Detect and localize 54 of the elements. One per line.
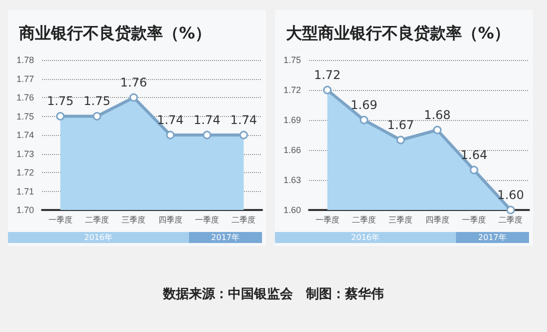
point (129, 93, 138, 102)
y-tick-label: 1.75 (16, 111, 34, 122)
y-tick-label: 1.75 (283, 55, 301, 65)
x-tick-label: 二季度 (352, 216, 376, 224)
x-tick-label: 一季度 (48, 216, 72, 224)
data-label: 1.75 (84, 94, 110, 108)
y-tick-label: 1.72 (283, 85, 301, 95)
point (360, 116, 368, 124)
x-tick-label: 四季度 (158, 216, 182, 224)
y-tick-label: 1.74 (16, 130, 34, 140)
y-tick-label: 1.78 (16, 55, 34, 65)
point (396, 136, 405, 144)
point (202, 130, 212, 140)
point (470, 166, 478, 174)
x-tick-label: 二季度 (232, 216, 256, 224)
data-label: 1.76 (120, 75, 148, 90)
x-tick-label: 一季度 (195, 216, 219, 224)
data-label: 1.69 (350, 98, 378, 112)
y-tick-label: 1.60 (283, 205, 301, 215)
data-label: 1.67 (387, 118, 414, 132)
y-tick-label: 1.73 (16, 148, 34, 159)
point (166, 130, 175, 140)
point (433, 126, 442, 134)
data-label: 1.74 (194, 112, 220, 127)
data-label: 1.72 (314, 68, 341, 82)
y-tick-label: 1.70 (16, 205, 34, 215)
data-label: 1.75 (46, 94, 74, 108)
point (506, 206, 515, 214)
y-tick-label: 1.69 (283, 115, 301, 125)
x-tick-label: 一季度 (462, 216, 486, 224)
x-tick-label: 三季度 (122, 216, 146, 224)
point (239, 130, 248, 140)
data-label: 1.64 (460, 148, 488, 162)
point (56, 112, 65, 120)
data-label: 1.60 (497, 188, 524, 202)
point (92, 112, 102, 120)
data-label: 1.74 (230, 112, 258, 127)
x-tick-label: 二季度 (85, 216, 109, 224)
x-tick-label: 一季度 (315, 216, 340, 224)
y-tick-label: 1.71 (16, 186, 34, 196)
y-tick-label: 1.66 (283, 145, 301, 155)
data-label: 1.68 (424, 108, 451, 122)
y-tick-label: 1.63 (283, 175, 301, 185)
x-tick-label: 四季度 (425, 216, 450, 224)
y-tick-label: 1.77 (16, 74, 34, 84)
source-note: 数据来源：中国银监会 制图：蔡华伟 (162, 286, 385, 303)
chart-title: 商业银行不良贷款率（%） (18, 24, 212, 42)
chart-title: 大型商业银行不良贷款率（%） (286, 24, 510, 42)
point (323, 86, 332, 94)
y-tick-label: 1.72 (16, 168, 34, 178)
x-tick-label: 三季度 (388, 216, 413, 224)
x-tick-label: 二季度 (498, 216, 523, 224)
y-tick-label: 1.76 (16, 92, 34, 102)
data-label: 1.74 (156, 112, 184, 127)
